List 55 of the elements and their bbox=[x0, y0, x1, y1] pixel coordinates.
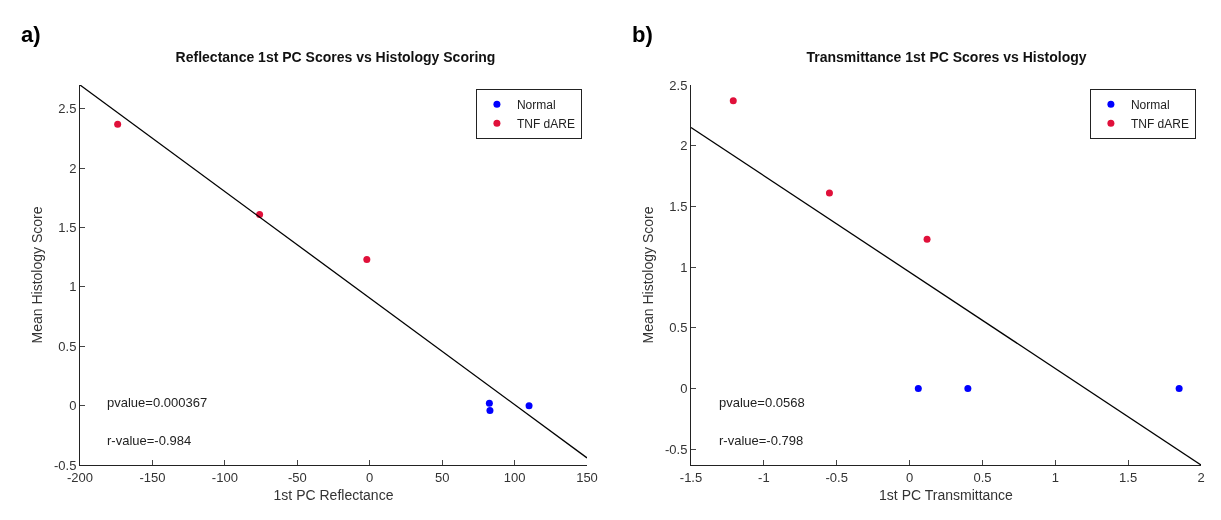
point bbox=[114, 120, 122, 128]
x-tick-label: 150 bbox=[576, 469, 598, 485]
y-tick-label: 1 bbox=[69, 279, 77, 295]
y-tick-label: 2.5 bbox=[58, 101, 77, 117]
point bbox=[964, 385, 972, 393]
legend-label: Normal bbox=[516, 97, 556, 112]
x-tick-label: 1.5 bbox=[1119, 469, 1138, 485]
annotation: pvalue=0.0568 bbox=[719, 395, 805, 410]
point bbox=[363, 256, 371, 264]
x-tick-label: 100 bbox=[503, 469, 526, 485]
legend-label: TNF dARE bbox=[516, 116, 575, 131]
y-tick-label: -0.5 bbox=[664, 441, 688, 457]
point bbox=[923, 235, 931, 243]
legend-label: Normal bbox=[1130, 97, 1170, 112]
legend-label: TNF dARE bbox=[1130, 116, 1189, 131]
y-tick-label: 2 bbox=[680, 138, 688, 154]
x-tick-label: 0 bbox=[366, 469, 374, 485]
point bbox=[825, 189, 833, 197]
x-tick-label: -150 bbox=[139, 469, 166, 485]
chart-title: Transmittance 1st PC Scores vs Histology bbox=[806, 48, 1087, 65]
x-tick-label: -100 bbox=[211, 469, 238, 485]
x-tick-label: 1 bbox=[1051, 469, 1059, 485]
text: a) bbox=[21, 22, 41, 47]
point bbox=[485, 399, 493, 407]
x-tick-label: 0.5 bbox=[973, 469, 992, 485]
x-axis-title: 1st PC Reflectance bbox=[273, 486, 394, 503]
y-tick-label: 0 bbox=[69, 398, 77, 414]
x-tick-label: 2 bbox=[1197, 469, 1205, 485]
y-tick-label: 0 bbox=[680, 381, 688, 397]
y-tick-label: 1 bbox=[680, 259, 688, 275]
point bbox=[729, 97, 737, 105]
y-tick-label: 2 bbox=[69, 160, 77, 176]
y-tick-label: 1.5 bbox=[669, 198, 688, 214]
x-tick-label: -1.5 bbox=[679, 469, 703, 485]
x-tick-label: -50 bbox=[287, 469, 307, 485]
y-tick-label: 2.5 bbox=[669, 77, 688, 93]
x-tick-label: 50 bbox=[434, 469, 450, 485]
chart-title: Reflectance 1st PC Scores vs Histology Scoring bbox=[175, 48, 496, 65]
point bbox=[525, 402, 533, 410]
x-tick-label: -1 bbox=[758, 469, 770, 485]
annotation: r-value=-0.984 bbox=[107, 433, 192, 448]
y-axis-title: Mean Histology Score bbox=[639, 206, 656, 344]
x-axis-title: 1st PC Transmittance bbox=[879, 486, 1014, 503]
point bbox=[914, 385, 922, 393]
annotation: pvalue=0.000367 bbox=[107, 395, 208, 410]
x-tick-label: -0.5 bbox=[825, 469, 848, 485]
y-tick-label: 0.5 bbox=[58, 338, 77, 354]
annotation: r-value=-0.798 bbox=[719, 433, 804, 448]
y-tick-label: 1.5 bbox=[58, 220, 77, 236]
y-axis-title: Mean Histology Score bbox=[28, 206, 45, 344]
y-tick-label: 0.5 bbox=[669, 320, 688, 336]
point bbox=[486, 406, 494, 414]
point bbox=[1175, 385, 1183, 393]
x-tick-label: 0 bbox=[905, 469, 914, 485]
text: b) bbox=[632, 22, 653, 47]
